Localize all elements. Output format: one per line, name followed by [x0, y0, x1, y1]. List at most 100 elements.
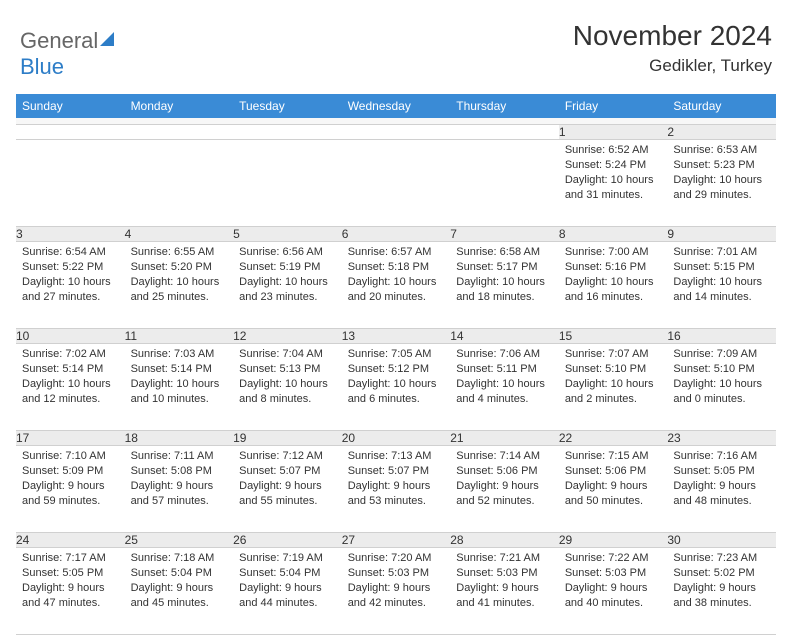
day-cell: Sunrise: 6:52 AMSunset: 5:24 PMDaylight:… — [559, 139, 668, 226]
title-block: November 2024 Gedikler, Turkey — [573, 20, 772, 76]
day-line: Sunrise: 7:13 AM — [348, 449, 445, 463]
day-line: Daylight: 10 hours — [239, 275, 336, 289]
day-line: and 47 minutes. — [22, 596, 119, 610]
day-line: Sunrise: 7:04 AM — [239, 347, 336, 361]
weekday-header: Monday — [125, 94, 234, 118]
day-content: Sunrise: 7:14 AMSunset: 5:06 PMDaylight:… — [450, 446, 559, 509]
day-line: Sunrise: 7:06 AM — [456, 347, 553, 361]
day-line: Daylight: 9 hours — [348, 581, 445, 595]
day-line: Sunset: 5:09 PM — [22, 464, 119, 478]
day-line: and 53 minutes. — [348, 494, 445, 508]
day-content: Sunrise: 7:01 AMSunset: 5:15 PMDaylight:… — [667, 242, 776, 305]
day-number-cell: 20 — [342, 430, 451, 445]
day-number-cell: 19 — [233, 430, 342, 445]
day-cell — [125, 139, 234, 226]
day-content: Sunrise: 7:21 AMSunset: 5:03 PMDaylight:… — [450, 548, 559, 611]
day-line: Sunset: 5:14 PM — [22, 362, 119, 376]
day-content: Sunrise: 7:06 AMSunset: 5:11 PMDaylight:… — [450, 344, 559, 407]
day-number-cell: 5 — [233, 226, 342, 241]
logo-sail-icon — [100, 32, 120, 48]
day-line: and 29 minutes. — [673, 188, 770, 202]
day-line: Sunset: 5:05 PM — [22, 566, 119, 580]
day-number-cell: 15 — [559, 328, 668, 343]
day-cell: Sunrise: 7:06 AMSunset: 5:11 PMDaylight:… — [450, 343, 559, 430]
day-number-cell: 14 — [450, 328, 559, 343]
weekday-header: Tuesday — [233, 94, 342, 118]
day-line: Sunset: 5:04 PM — [239, 566, 336, 580]
day-line: Sunrise: 6:52 AM — [565, 143, 662, 157]
day-cell: Sunrise: 7:21 AMSunset: 5:03 PMDaylight:… — [450, 547, 559, 634]
day-line: and 10 minutes. — [131, 392, 228, 406]
day-line: Sunrise: 7:19 AM — [239, 551, 336, 565]
day-line: Sunset: 5:03 PM — [348, 566, 445, 580]
day-line: Sunrise: 7:22 AM — [565, 551, 662, 565]
day-line: Daylight: 9 hours — [456, 581, 553, 595]
day-line: Daylight: 9 hours — [131, 581, 228, 595]
day-cell: Sunrise: 7:10 AMSunset: 5:09 PMDaylight:… — [16, 445, 125, 532]
day-number-cell — [342, 124, 451, 139]
logo-text: General Blue — [20, 28, 120, 80]
day-number-cell: 13 — [342, 328, 451, 343]
day-line: Sunset: 5:08 PM — [131, 464, 228, 478]
day-cell: Sunrise: 7:01 AMSunset: 5:15 PMDaylight:… — [667, 241, 776, 328]
day-cell: Sunrise: 7:00 AMSunset: 5:16 PMDaylight:… — [559, 241, 668, 328]
weekday-header: Friday — [559, 94, 668, 118]
day-line: Sunrise: 7:23 AM — [673, 551, 770, 565]
day-cell — [16, 139, 125, 226]
day-line: Sunrise: 6:54 AM — [22, 245, 119, 259]
day-number-cell: 30 — [667, 532, 776, 547]
day-cell: Sunrise: 6:58 AMSunset: 5:17 PMDaylight:… — [450, 241, 559, 328]
day-line: Daylight: 10 hours — [565, 377, 662, 391]
day-line: Daylight: 10 hours — [22, 275, 119, 289]
day-line: and 4 minutes. — [456, 392, 553, 406]
day-number-cell: 2 — [667, 124, 776, 139]
day-line: Sunset: 5:10 PM — [673, 362, 770, 376]
day-content: Sunrise: 7:03 AMSunset: 5:14 PMDaylight:… — [125, 344, 234, 407]
day-line: Sunset: 5:02 PM — [673, 566, 770, 580]
day-number-cell: 25 — [125, 532, 234, 547]
day-number-cell: 11 — [125, 328, 234, 343]
day-line: Sunrise: 7:05 AM — [348, 347, 445, 361]
day-number-cell: 21 — [450, 430, 559, 445]
day-number-cell: 9 — [667, 226, 776, 241]
day-line: Sunset: 5:03 PM — [565, 566, 662, 580]
day-content: Sunrise: 7:16 AMSunset: 5:05 PMDaylight:… — [667, 446, 776, 509]
day-line: Sunrise: 7:10 AM — [22, 449, 119, 463]
day-cell — [342, 139, 451, 226]
day-line: Sunrise: 7:14 AM — [456, 449, 553, 463]
day-line: Daylight: 10 hours — [22, 377, 119, 391]
day-content: Sunrise: 7:22 AMSunset: 5:03 PMDaylight:… — [559, 548, 668, 611]
day-number-cell: 10 — [16, 328, 125, 343]
day-content: Sunrise: 6:58 AMSunset: 5:17 PMDaylight:… — [450, 242, 559, 305]
day-line: and 41 minutes. — [456, 596, 553, 610]
day-line: and 0 minutes. — [673, 392, 770, 406]
day-content: Sunrise: 7:19 AMSunset: 5:04 PMDaylight:… — [233, 548, 342, 611]
day-line: Sunrise: 7:07 AM — [565, 347, 662, 361]
day-content: Sunrise: 7:12 AMSunset: 5:07 PMDaylight:… — [233, 446, 342, 509]
day-line: Sunrise: 6:53 AM — [673, 143, 770, 157]
day-line: Daylight: 9 hours — [456, 479, 553, 493]
day-line: Daylight: 10 hours — [239, 377, 336, 391]
day-cell: Sunrise: 7:02 AMSunset: 5:14 PMDaylight:… — [16, 343, 125, 430]
day-cell — [450, 139, 559, 226]
day-cell: Sunrise: 7:16 AMSunset: 5:05 PMDaylight:… — [667, 445, 776, 532]
day-line: Sunset: 5:10 PM — [565, 362, 662, 376]
day-cell: Sunrise: 7:20 AMSunset: 5:03 PMDaylight:… — [342, 547, 451, 634]
day-number-cell: 4 — [125, 226, 234, 241]
weekday-header: Saturday — [667, 94, 776, 118]
day-cell: Sunrise: 6:54 AMSunset: 5:22 PMDaylight:… — [16, 241, 125, 328]
day-cell: Sunrise: 7:07 AMSunset: 5:10 PMDaylight:… — [559, 343, 668, 430]
day-line: Sunset: 5:19 PM — [239, 260, 336, 274]
day-cell: Sunrise: 7:15 AMSunset: 5:06 PMDaylight:… — [559, 445, 668, 532]
day-line: and 40 minutes. — [565, 596, 662, 610]
day-cell: Sunrise: 7:04 AMSunset: 5:13 PMDaylight:… — [233, 343, 342, 430]
day-number-cell: 22 — [559, 430, 668, 445]
day-line: and 42 minutes. — [348, 596, 445, 610]
day-number-cell: 18 — [125, 430, 234, 445]
day-content: Sunrise: 7:10 AMSunset: 5:09 PMDaylight:… — [16, 446, 125, 509]
day-line: Sunrise: 7:21 AM — [456, 551, 553, 565]
day-line: Sunset: 5:20 PM — [131, 260, 228, 274]
day-line: Daylight: 10 hours — [131, 275, 228, 289]
day-number-cell: 6 — [342, 226, 451, 241]
day-line: Sunrise: 7:16 AM — [673, 449, 770, 463]
